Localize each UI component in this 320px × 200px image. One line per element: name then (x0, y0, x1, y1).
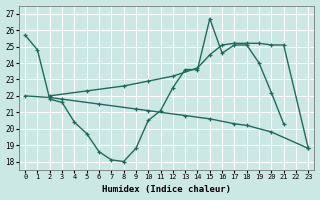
X-axis label: Humidex (Indice chaleur): Humidex (Indice chaleur) (102, 185, 231, 194)
